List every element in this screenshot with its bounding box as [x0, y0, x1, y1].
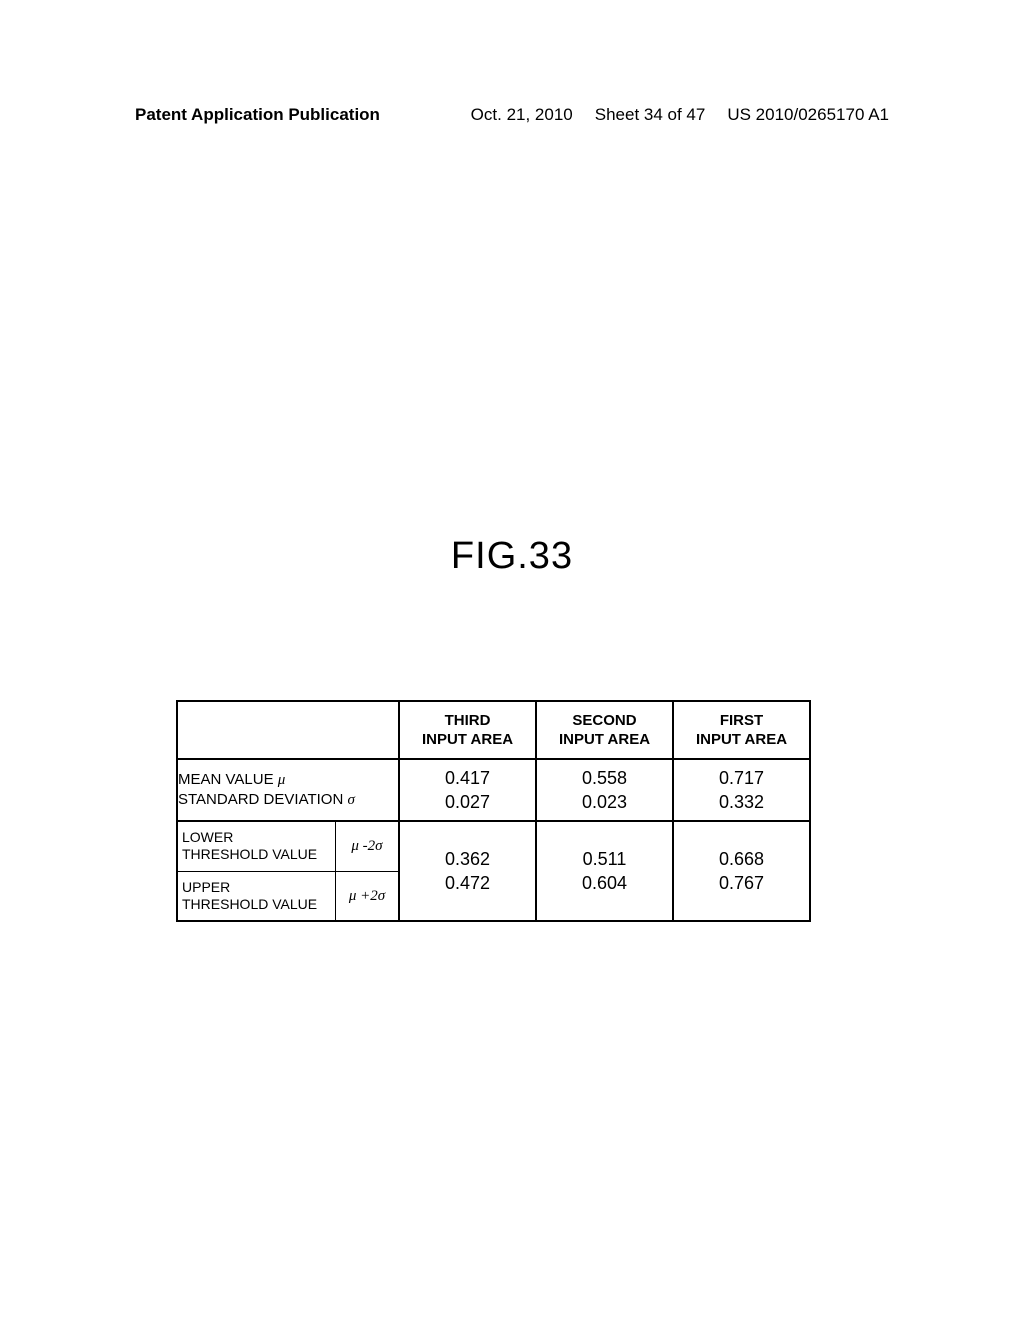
sigma-symbol: σ — [347, 792, 354, 808]
mu-symbol: μ — [278, 772, 286, 788]
figure-title: FIG.33 — [0, 535, 1024, 578]
col-header: THIRD INPUT AREA — [399, 701, 536, 759]
row1-label1: MEAN VALUE — [178, 771, 274, 788]
cell-value: 0.767 — [674, 871, 809, 895]
header-pubno: US 2010/0265170 A1 — [727, 105, 889, 125]
upper-l1: UPPER — [182, 879, 230, 895]
table-row: MEAN VALUE μ STANDARD DEVIATION σ 0.417 … — [177, 759, 810, 821]
cell-value: 0.332 — [674, 790, 809, 814]
row-label-cell-nested: LOWER THRESHOLD VALUE μ -2σ UPPER THRESH… — [177, 821, 399, 921]
threshold-subrow: UPPER THRESHOLD VALUE μ +2σ — [178, 871, 398, 920]
data-cell: 0.558 0.023 — [536, 759, 673, 821]
data-cell: 0.717 0.332 — [673, 759, 810, 821]
table-header-row: THIRD INPUT AREA SECOND INPUT AREA FIRST… — [177, 701, 810, 759]
col-header-line2: INPUT AREA — [559, 731, 650, 748]
threshold-subtable: LOWER THRESHOLD VALUE μ -2σ UPPER THRESH… — [178, 822, 398, 920]
threshold-label: UPPER THRESHOLD VALUE — [178, 871, 336, 920]
cell-value: 0.511 — [537, 847, 672, 871]
col-header-line1: FIRST — [720, 712, 763, 729]
row1-label2: STANDARD DEVIATION — [178, 791, 343, 808]
mu-plus-2sigma: μ +2σ — [349, 888, 385, 904]
threshold-label: LOWER THRESHOLD VALUE — [178, 822, 336, 871]
upper-l2: THRESHOLD VALUE — [182, 896, 317, 912]
header-left: Patent Application Publication — [135, 105, 380, 125]
header-date: Oct. 21, 2010 — [471, 105, 573, 125]
data-cell: 0.511 0.604 — [536, 821, 673, 921]
table-row: LOWER THRESHOLD VALUE μ -2σ UPPER THRESH… — [177, 821, 810, 921]
data-cell: 0.417 0.027 — [399, 759, 536, 821]
col-header-line1: THIRD — [445, 712, 491, 729]
data-cell: 0.668 0.767 — [673, 821, 810, 921]
cell-value: 0.558 — [537, 766, 672, 790]
header-right: Oct. 21, 2010 Sheet 34 of 47 US 2010/026… — [471, 105, 889, 125]
col-header-line1: SECOND — [572, 712, 636, 729]
col-header: FIRST INPUT AREA — [673, 701, 810, 759]
lower-l1: LOWER — [182, 829, 233, 845]
col-header-line2: INPUT AREA — [422, 731, 513, 748]
cell-value: 0.027 — [400, 790, 535, 814]
cell-value: 0.417 — [400, 766, 535, 790]
col-header-line2: INPUT AREA — [696, 731, 787, 748]
mu-minus-2sigma: μ -2σ — [351, 838, 382, 854]
cell-value: 0.717 — [674, 766, 809, 790]
data-table: THIRD INPUT AREA SECOND INPUT AREA FIRST… — [176, 700, 811, 922]
page-header: Patent Application Publication Oct. 21, … — [0, 105, 1024, 125]
header-sheet: Sheet 34 of 47 — [595, 105, 706, 125]
table-corner-cell — [177, 701, 399, 759]
threshold-subrow: LOWER THRESHOLD VALUE μ -2σ — [178, 822, 398, 871]
data-cell: 0.362 0.472 — [399, 821, 536, 921]
cell-value: 0.604 — [537, 871, 672, 895]
lower-l2: THRESHOLD VALUE — [182, 846, 317, 862]
threshold-formula: μ -2σ — [336, 822, 399, 871]
threshold-formula: μ +2σ — [336, 871, 399, 920]
row-label-cell: MEAN VALUE μ STANDARD DEVIATION σ — [177, 759, 399, 821]
cell-value: 0.668 — [674, 847, 809, 871]
cell-value: 0.023 — [537, 790, 672, 814]
cell-value: 0.362 — [400, 847, 535, 871]
cell-value: 0.472 — [400, 871, 535, 895]
col-header: SECOND INPUT AREA — [536, 701, 673, 759]
